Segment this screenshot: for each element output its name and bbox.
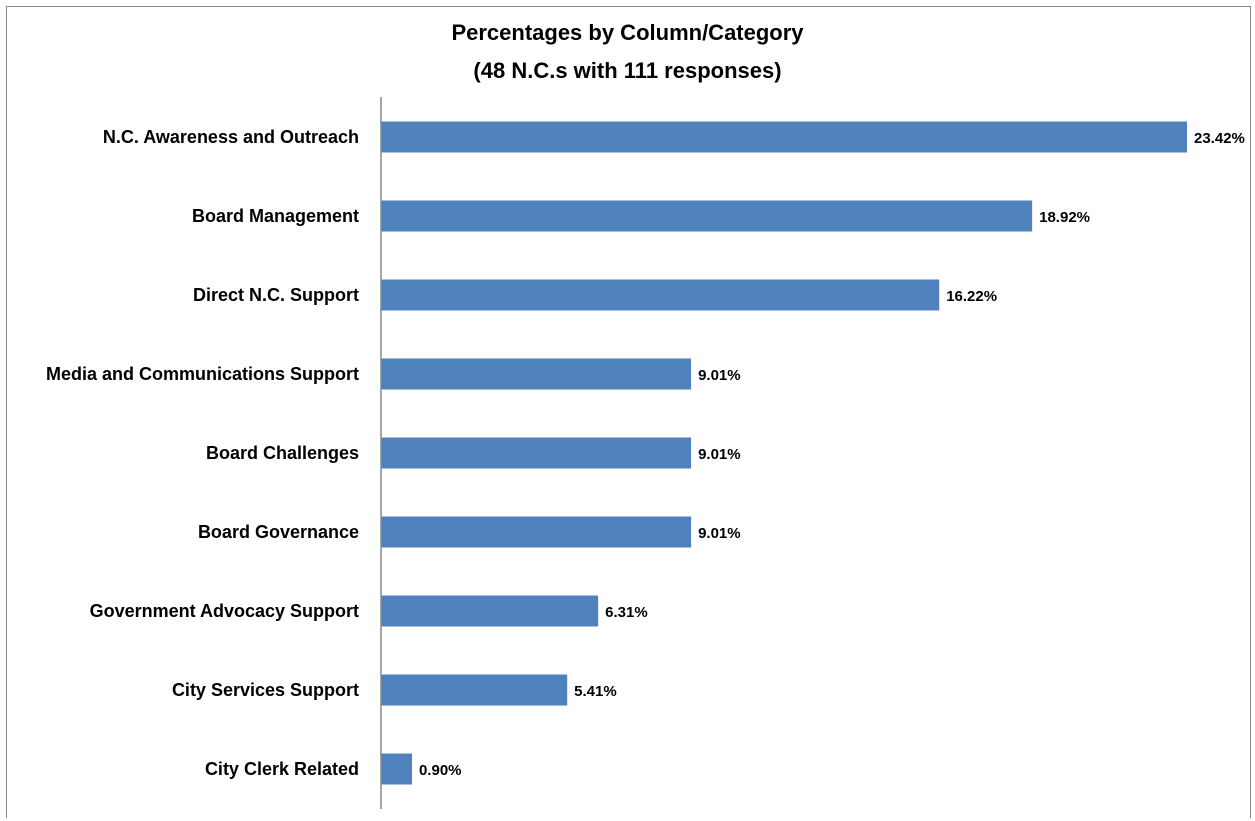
category-label: Government Advocacy Support <box>90 601 359 621</box>
data-label: 9.01% <box>698 525 741 542</box>
bar <box>381 200 1033 232</box>
data-label: 9.01% <box>698 367 741 384</box>
data-label: 0.90% <box>419 762 462 779</box>
data-label: 9.01% <box>698 446 741 463</box>
data-label: 23.42% <box>1194 130 1245 147</box>
chart-title: Percentages by Column/Category <box>451 20 804 45</box>
data-label: 6.31% <box>605 604 648 621</box>
bars-layer: N.C. Awareness and Outreach 23.42% Board M… <box>46 121 1245 785</box>
category-label: Media and Communications Support <box>46 364 359 384</box>
bar <box>381 279 940 311</box>
category-label: Board Governance <box>198 522 359 542</box>
data-label: 16.22% <box>946 288 997 305</box>
category-label: City Services Support <box>172 680 359 700</box>
category-label: Direct N.C. Support <box>193 285 359 305</box>
bar <box>381 516 692 548</box>
category-label: Board Challenges <box>206 443 359 463</box>
chart-subtitle: (48 N.C.s with 111 responses) <box>473 58 782 83</box>
bar <box>381 358 692 390</box>
bar <box>381 595 599 627</box>
data-label: 5.41% <box>574 683 617 700</box>
category-label: Board Management <box>192 206 359 226</box>
category-label: City Clerk Related <box>205 759 359 779</box>
bar <box>381 674 568 706</box>
bar <box>381 437 692 469</box>
bar <box>381 753 412 785</box>
category-label: N.C. Awareness and Outreach <box>103 127 359 147</box>
data-label: 18.92% <box>1039 209 1090 226</box>
bar <box>381 121 1187 153</box>
